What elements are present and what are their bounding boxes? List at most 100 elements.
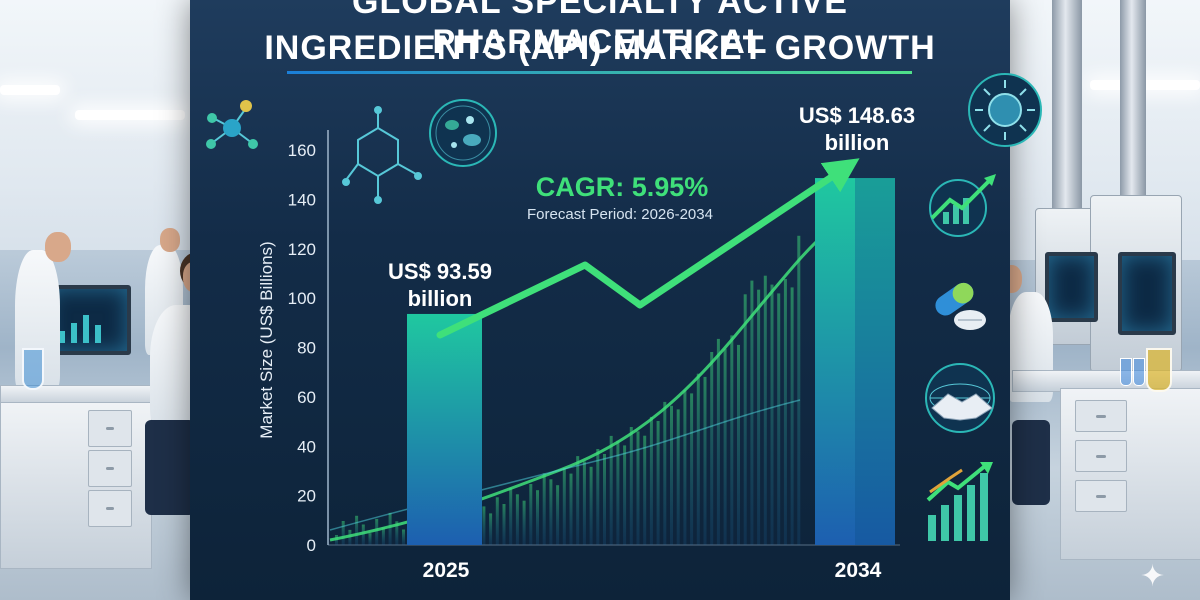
test-tube	[1120, 358, 1132, 386]
trend-texture-bar	[582, 461, 586, 545]
y-tick-label: 100	[288, 289, 316, 308]
trend-texture-bar	[395, 521, 399, 545]
x-tick-2034: 2034	[835, 559, 882, 582]
ceiling-light	[0, 85, 60, 95]
growth-trend-arrow	[436, 158, 860, 339]
scientist-pants	[145, 420, 195, 515]
trend-texture-bar	[489, 513, 493, 545]
trend-texture-bar	[683, 390, 687, 545]
cabinet-drawer	[88, 410, 132, 447]
lab-monitor	[1118, 252, 1176, 335]
y-tick-label: 20	[297, 487, 316, 506]
virus-icon	[968, 73, 1042, 147]
data-label-2025-value: US$ 93.59	[388, 259, 492, 284]
growth-chart-icon	[929, 174, 996, 237]
trend-texture-bar	[623, 445, 627, 545]
trend-texture-bar	[609, 435, 613, 545]
ceiling-light	[75, 110, 185, 120]
trend-texture-bar	[649, 416, 653, 545]
trend-texture-bar	[723, 348, 727, 545]
trend-texture-bar	[676, 409, 680, 545]
trend-texture-bar	[670, 405, 673, 545]
trend-texture-bar	[529, 484, 533, 545]
lab-flask	[1146, 348, 1172, 392]
forecast-period-annotation: Forecast Period: 2026-2034	[527, 206, 713, 223]
bar-2034-shade	[855, 178, 895, 545]
trend-texture-bar	[361, 524, 365, 545]
cabinet-drawer	[1075, 480, 1127, 512]
trend-texture-bar	[690, 393, 694, 545]
trend-texture-bar	[616, 440, 620, 545]
trend-texture-bar	[777, 293, 781, 545]
trend-texture-bar	[562, 468, 566, 545]
trend-texture-bar	[656, 421, 660, 545]
capsule-pill-icon	[935, 282, 986, 330]
test-tube	[1133, 358, 1145, 386]
trend-texture-bar	[770, 284, 774, 545]
bar-2034	[815, 178, 895, 545]
chart-title-line1: GLOBAL SPECIALTY ACTIVE PHARMACEUTICAL	[352, 0, 848, 61]
trend-texture-bar	[696, 373, 700, 545]
trend-texture-bar	[536, 490, 539, 545]
microbe-icon	[429, 99, 497, 167]
cagr-annotation: CAGR: 5.95%	[536, 172, 709, 202]
trend-texture-bar	[402, 529, 405, 545]
trend-texture-bar	[763, 275, 767, 545]
y-tick-label: 140	[288, 190, 316, 209]
lab-monitor	[1045, 252, 1098, 322]
trend-texture-bar	[576, 456, 580, 545]
trend-texture-bar	[515, 494, 519, 545]
molecule-icon	[206, 100, 258, 149]
bar-2025	[407, 313, 482, 545]
data-label-2034-value: US$ 148.63	[799, 103, 915, 128]
cabinet-drawer	[88, 490, 132, 527]
market-size-bars	[407, 178, 895, 545]
trend-texture-bar	[783, 279, 787, 545]
trend-texture-bar	[743, 294, 747, 545]
trend-texture-bar	[569, 473, 573, 545]
y-tick-label: 40	[297, 437, 316, 456]
bar-growth-icon	[926, 462, 993, 541]
x-tick-2025: 2025	[423, 559, 470, 582]
trend-texture-bar	[589, 466, 593, 545]
trend-texture-bar	[790, 287, 794, 545]
y-tick-label: 60	[297, 388, 316, 407]
trend-texture-bar	[703, 376, 707, 545]
background-scientist-head	[160, 228, 180, 252]
lab-flask	[22, 348, 44, 390]
y-axis-label: Market Size (US$ Billions)	[257, 241, 276, 438]
trend-texture-bar	[381, 527, 385, 545]
trend-texture-bar	[556, 485, 560, 545]
trend-texture-bar	[757, 289, 761, 545]
trend-texture-bar	[716, 338, 720, 545]
hexagon-molecule-icon	[342, 106, 422, 204]
cabinet-drawer	[1075, 400, 1127, 432]
title-underline	[287, 71, 912, 74]
ceiling-pipe	[1052, 0, 1082, 220]
y-tick-label: 120	[288, 240, 316, 259]
trend-texture-bar	[710, 352, 714, 545]
trend-texture-bar	[730, 335, 734, 545]
trend-texture-bar	[368, 533, 372, 545]
data-label-2034-unit: billion	[825, 130, 890, 155]
trend-texture-bar	[355, 515, 359, 545]
trend-texture-bar	[502, 504, 506, 545]
left-window	[0, 0, 200, 250]
trend-texture-bar	[482, 506, 486, 545]
data-label-2025-unit: billion	[408, 286, 473, 311]
trend-texture-bar	[636, 431, 640, 545]
y-tick-labels: 0 20 40 60 80 100 120 140 160	[288, 141, 316, 555]
trend-texture-bar	[629, 427, 633, 545]
sparkle-icon: ✦	[1140, 560, 1166, 593]
trend-texture-bar	[737, 344, 740, 545]
trend-texture-bar	[549, 479, 553, 545]
trend-texture-bar	[522, 500, 526, 545]
trend-texture-bar	[341, 521, 345, 545]
trend-texture-bar	[643, 435, 647, 545]
trend-texture-bar	[509, 487, 513, 545]
y-tick-label: 80	[297, 339, 316, 358]
trend-texture-bar	[375, 518, 379, 545]
trend-texture-bar	[495, 497, 499, 545]
cabinet-drawer	[1075, 440, 1127, 472]
